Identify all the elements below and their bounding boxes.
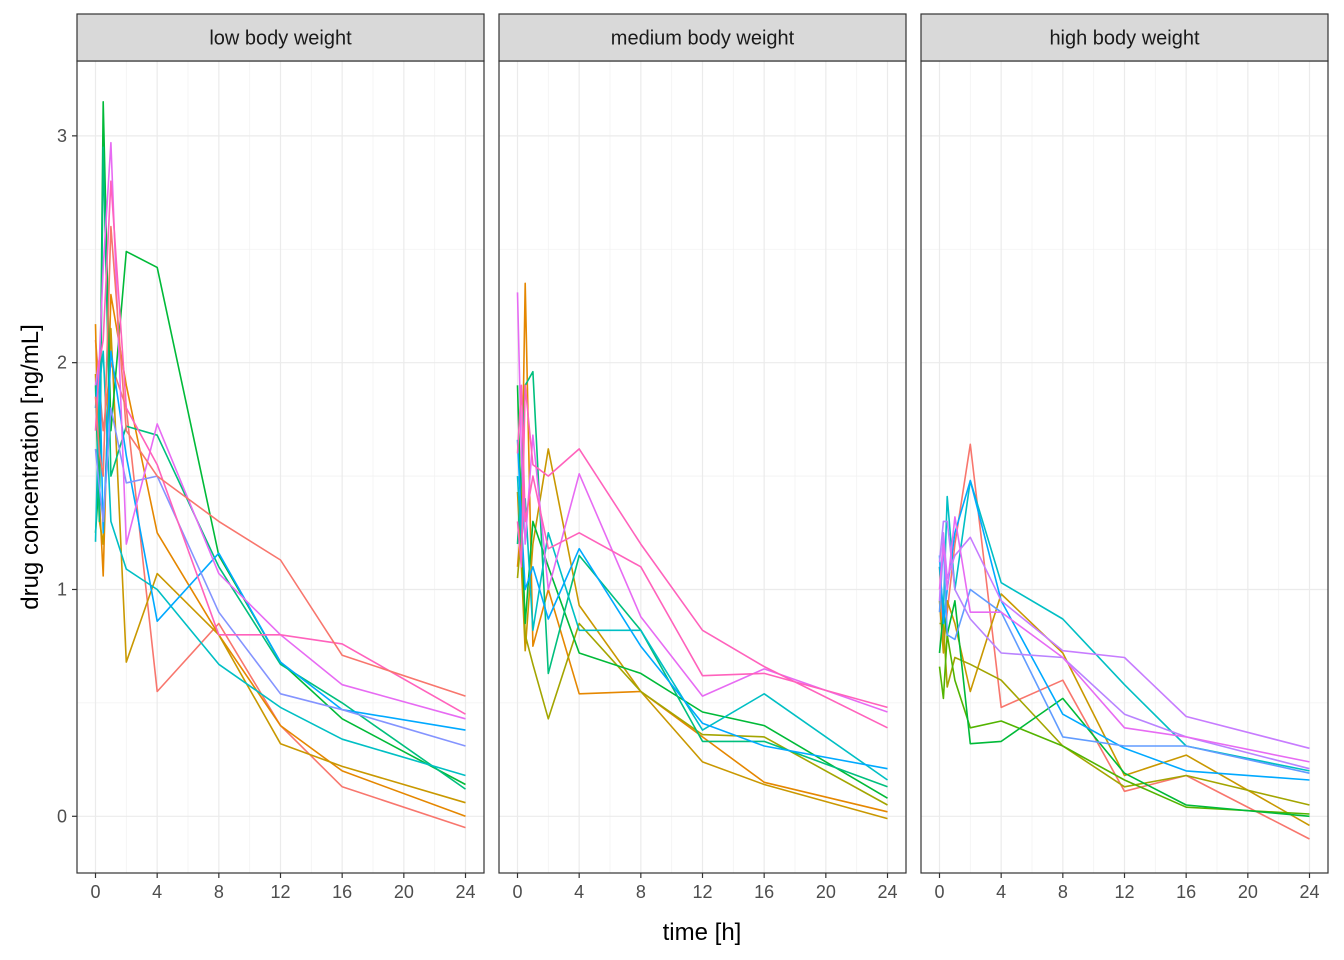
series-line-6 (516, 476, 888, 781)
x-tick-label: 4 (574, 882, 584, 902)
panel-3: high body weight 0 4 8 12 16 20 24 (920, 13, 1329, 902)
x-tick-label: 0 (512, 882, 522, 902)
x-tick-label: 4 (152, 882, 162, 902)
panel-title: low body weight (209, 28, 352, 50)
series-line-8 (94, 407, 466, 747)
x-tick-label: 20 (816, 882, 836, 902)
series-line-10 (938, 531, 1310, 750)
y-tick-label: 0 (57, 806, 67, 826)
x-tick-label: 12 (1114, 882, 1134, 902)
series-line-7 (516, 439, 888, 770)
series-group (94, 101, 466, 829)
x-tick-label: 24 (1299, 882, 1319, 902)
x-tick-label: 8 (636, 882, 646, 902)
x-axis-title: time [h] (663, 919, 742, 946)
x-tick-label: 24 (877, 882, 897, 902)
panel-strip (498, 13, 907, 62)
x-tick-label: 24 (455, 882, 475, 902)
series-line-2 (516, 448, 888, 820)
series-line-11 (938, 516, 1310, 763)
y-axis-title: drug concentration [ng/mL] (17, 324, 44, 610)
series-line-6 (94, 350, 466, 777)
series-group (938, 443, 1310, 840)
x-tick-label: 8 (214, 882, 224, 902)
x-tick-label: 0 (90, 882, 100, 902)
x-tick-label: 16 (1176, 882, 1196, 902)
x-tick-label: 8 (1058, 882, 1068, 902)
series-line-11 (94, 225, 466, 697)
x-tick-label: 16 (332, 882, 352, 902)
series-line-9 (94, 141, 466, 720)
x-tick-label: 16 (754, 882, 774, 902)
series-group (516, 282, 888, 820)
x-tick-label: 0 (934, 882, 944, 902)
y-tick-label: 3 (57, 126, 67, 146)
x-tick-label: 20 (394, 882, 414, 902)
series-line-4 (516, 385, 888, 799)
series-line-7 (94, 350, 466, 731)
series-line-10 (516, 384, 888, 729)
panel-2: medium body weight 0 4 8 12 16 20 24 (498, 13, 907, 902)
series-line-5 (938, 599, 1310, 818)
x-tick-label: 12 (692, 882, 712, 902)
panel-strip (920, 13, 1329, 62)
x-tick-label: 20 (1238, 882, 1258, 902)
panel-title: medium body weight (611, 28, 795, 50)
series-line-1 (516, 282, 888, 813)
series-line-3 (94, 327, 466, 804)
series-line-4 (938, 633, 1310, 815)
panel-title: high body weight (1049, 28, 1200, 50)
series-line-9 (938, 520, 1310, 770)
y-tick-label: 2 (57, 353, 67, 373)
series-line-10 (94, 180, 466, 715)
series-line-8 (938, 543, 1310, 774)
y-tick-label: 1 (57, 579, 67, 599)
series-line-5 (94, 146, 466, 790)
x-tick-label: 4 (996, 882, 1006, 902)
x-tick-label: 12 (270, 882, 290, 902)
panel-strip (76, 13, 485, 62)
